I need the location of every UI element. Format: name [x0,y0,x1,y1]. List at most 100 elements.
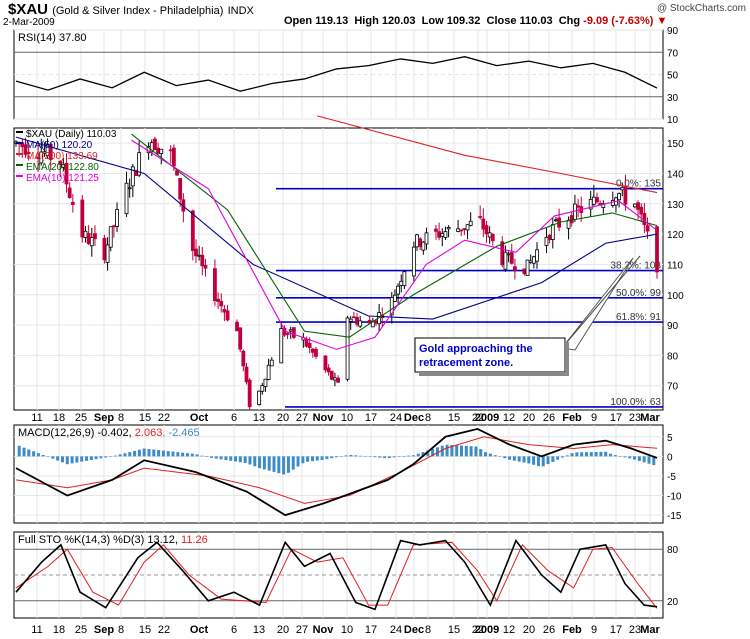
candle-body [601,203,606,208]
macd-hist-bar [171,451,175,457]
candle-body [70,202,75,205]
macd-hist-bar [224,456,228,461]
candle-body [554,219,558,222]
macd-hist-bar [85,456,89,461]
macd-hist-bar [330,456,334,459]
macd-hist-bar [604,451,608,457]
macd-hist-bar [339,456,343,457]
macd-hist-bar [378,456,382,458]
macd-hist-bar [113,455,117,457]
sto-tick-label: 80 [667,545,679,556]
macd-hist-bar [532,456,536,465]
legend-entry: MA(200) 133.69 [26,151,98,162]
sto-label: Full STO %K(14,3) %D(3) 13.12, 11.26 [18,534,208,546]
candle-body [506,253,511,256]
macd-hist-bar [94,456,98,460]
x-axis-top-label: 12 [503,412,515,424]
macd-hist-bar [176,452,180,457]
candle-body [86,233,91,244]
watermark: @ StockCharts.com [656,3,746,14]
annotation-text: Gold approaching the [419,343,533,355]
macd-hist-bar [464,445,468,457]
candle-body [443,231,448,238]
macd-hist-bar [435,447,439,457]
macd-hist-bar [373,456,377,458]
macd-hist-bar [570,453,574,457]
candle-body [137,152,142,176]
fib-label: 50.0%: 99 [616,288,661,299]
price-tick-label: 80 [667,351,679,362]
macd-hist-bar [440,445,444,457]
candle-body [490,233,495,242]
x-axis-top-label: Nov [313,412,335,424]
candle-body [26,151,31,154]
candle-body [58,160,63,165]
candle-body [238,327,243,350]
macd-hist-bar [609,453,613,457]
macd-hist-bar [623,456,627,458]
macd-hist-bar [325,456,329,460]
x-axis-top-label: 17 [365,412,377,424]
macd-hist-bar [498,456,502,457]
macd-hist-bar [296,456,300,467]
x-axis-bottom-label: Nov [313,624,335,636]
chg-label: Chg [558,15,581,27]
candle-body [434,228,438,232]
macd-hist-bar [262,456,266,470]
candle-body [111,225,116,228]
down-arrow-icon: ▼ [656,15,668,27]
legend-swatch [16,131,23,133]
candle-body [396,285,400,295]
x-axis-top-label: 2009 [475,412,499,424]
macd-hist-bar [272,456,276,472]
macd-hist-bar [238,456,242,463]
candle-body [326,367,331,373]
candle-body [468,220,473,226]
price-tick-label: 150 [667,139,684,150]
candle-body [219,301,224,307]
macd-hist-bar [383,456,387,459]
candle-body [399,280,404,286]
macd-hist-bar [387,456,391,459]
candle-body [623,185,628,205]
macd-hist-bar [161,450,165,457]
candle-body [535,249,539,262]
candle-body [402,271,407,287]
x-axis-top-label: Oct [190,412,209,424]
macd-hist-value: , -2.465 [162,427,199,439]
macd-hist-bar [488,453,492,457]
x-axis-top-label: 18 [53,412,65,424]
candle-body [462,228,467,230]
candle-body [130,166,135,187]
candle-body [197,254,202,257]
candle-body [632,203,637,208]
low-label: Low [421,15,444,27]
candle-body [566,219,571,229]
candle-body [544,236,549,246]
macd-hist-bar [575,452,579,457]
rsi-tick-label: 30 [667,93,679,104]
x-axis-bottom-label: 23 [629,624,641,636]
macd-hist-bar [479,449,483,457]
candle-body [333,377,337,381]
candle-body [358,320,363,327]
macd-hist-bar [320,456,324,460]
macd-hist-bar [469,446,473,457]
macd-hist-bar [128,452,132,457]
candle-body [247,379,252,408]
candle-body [636,202,640,210]
macd-line [15,427,658,517]
x-axis-top-label: 13 [253,412,265,424]
x-axis-top-label: 23 [629,412,641,424]
macd-hist-bar [368,456,372,457]
macd-hist-bar [647,456,651,464]
macd-hist-bar [147,449,151,457]
sto-d-line [15,541,658,609]
x-axis-bottom-label: Mar [640,624,660,636]
macd-hist-bar [584,452,588,457]
macd-hist-bar [234,456,238,462]
x-axis-bottom-label: 6 [231,624,237,636]
candle-body [525,259,530,276]
candle-body [528,260,533,263]
x-axis-bottom-label: 15 [139,624,151,636]
